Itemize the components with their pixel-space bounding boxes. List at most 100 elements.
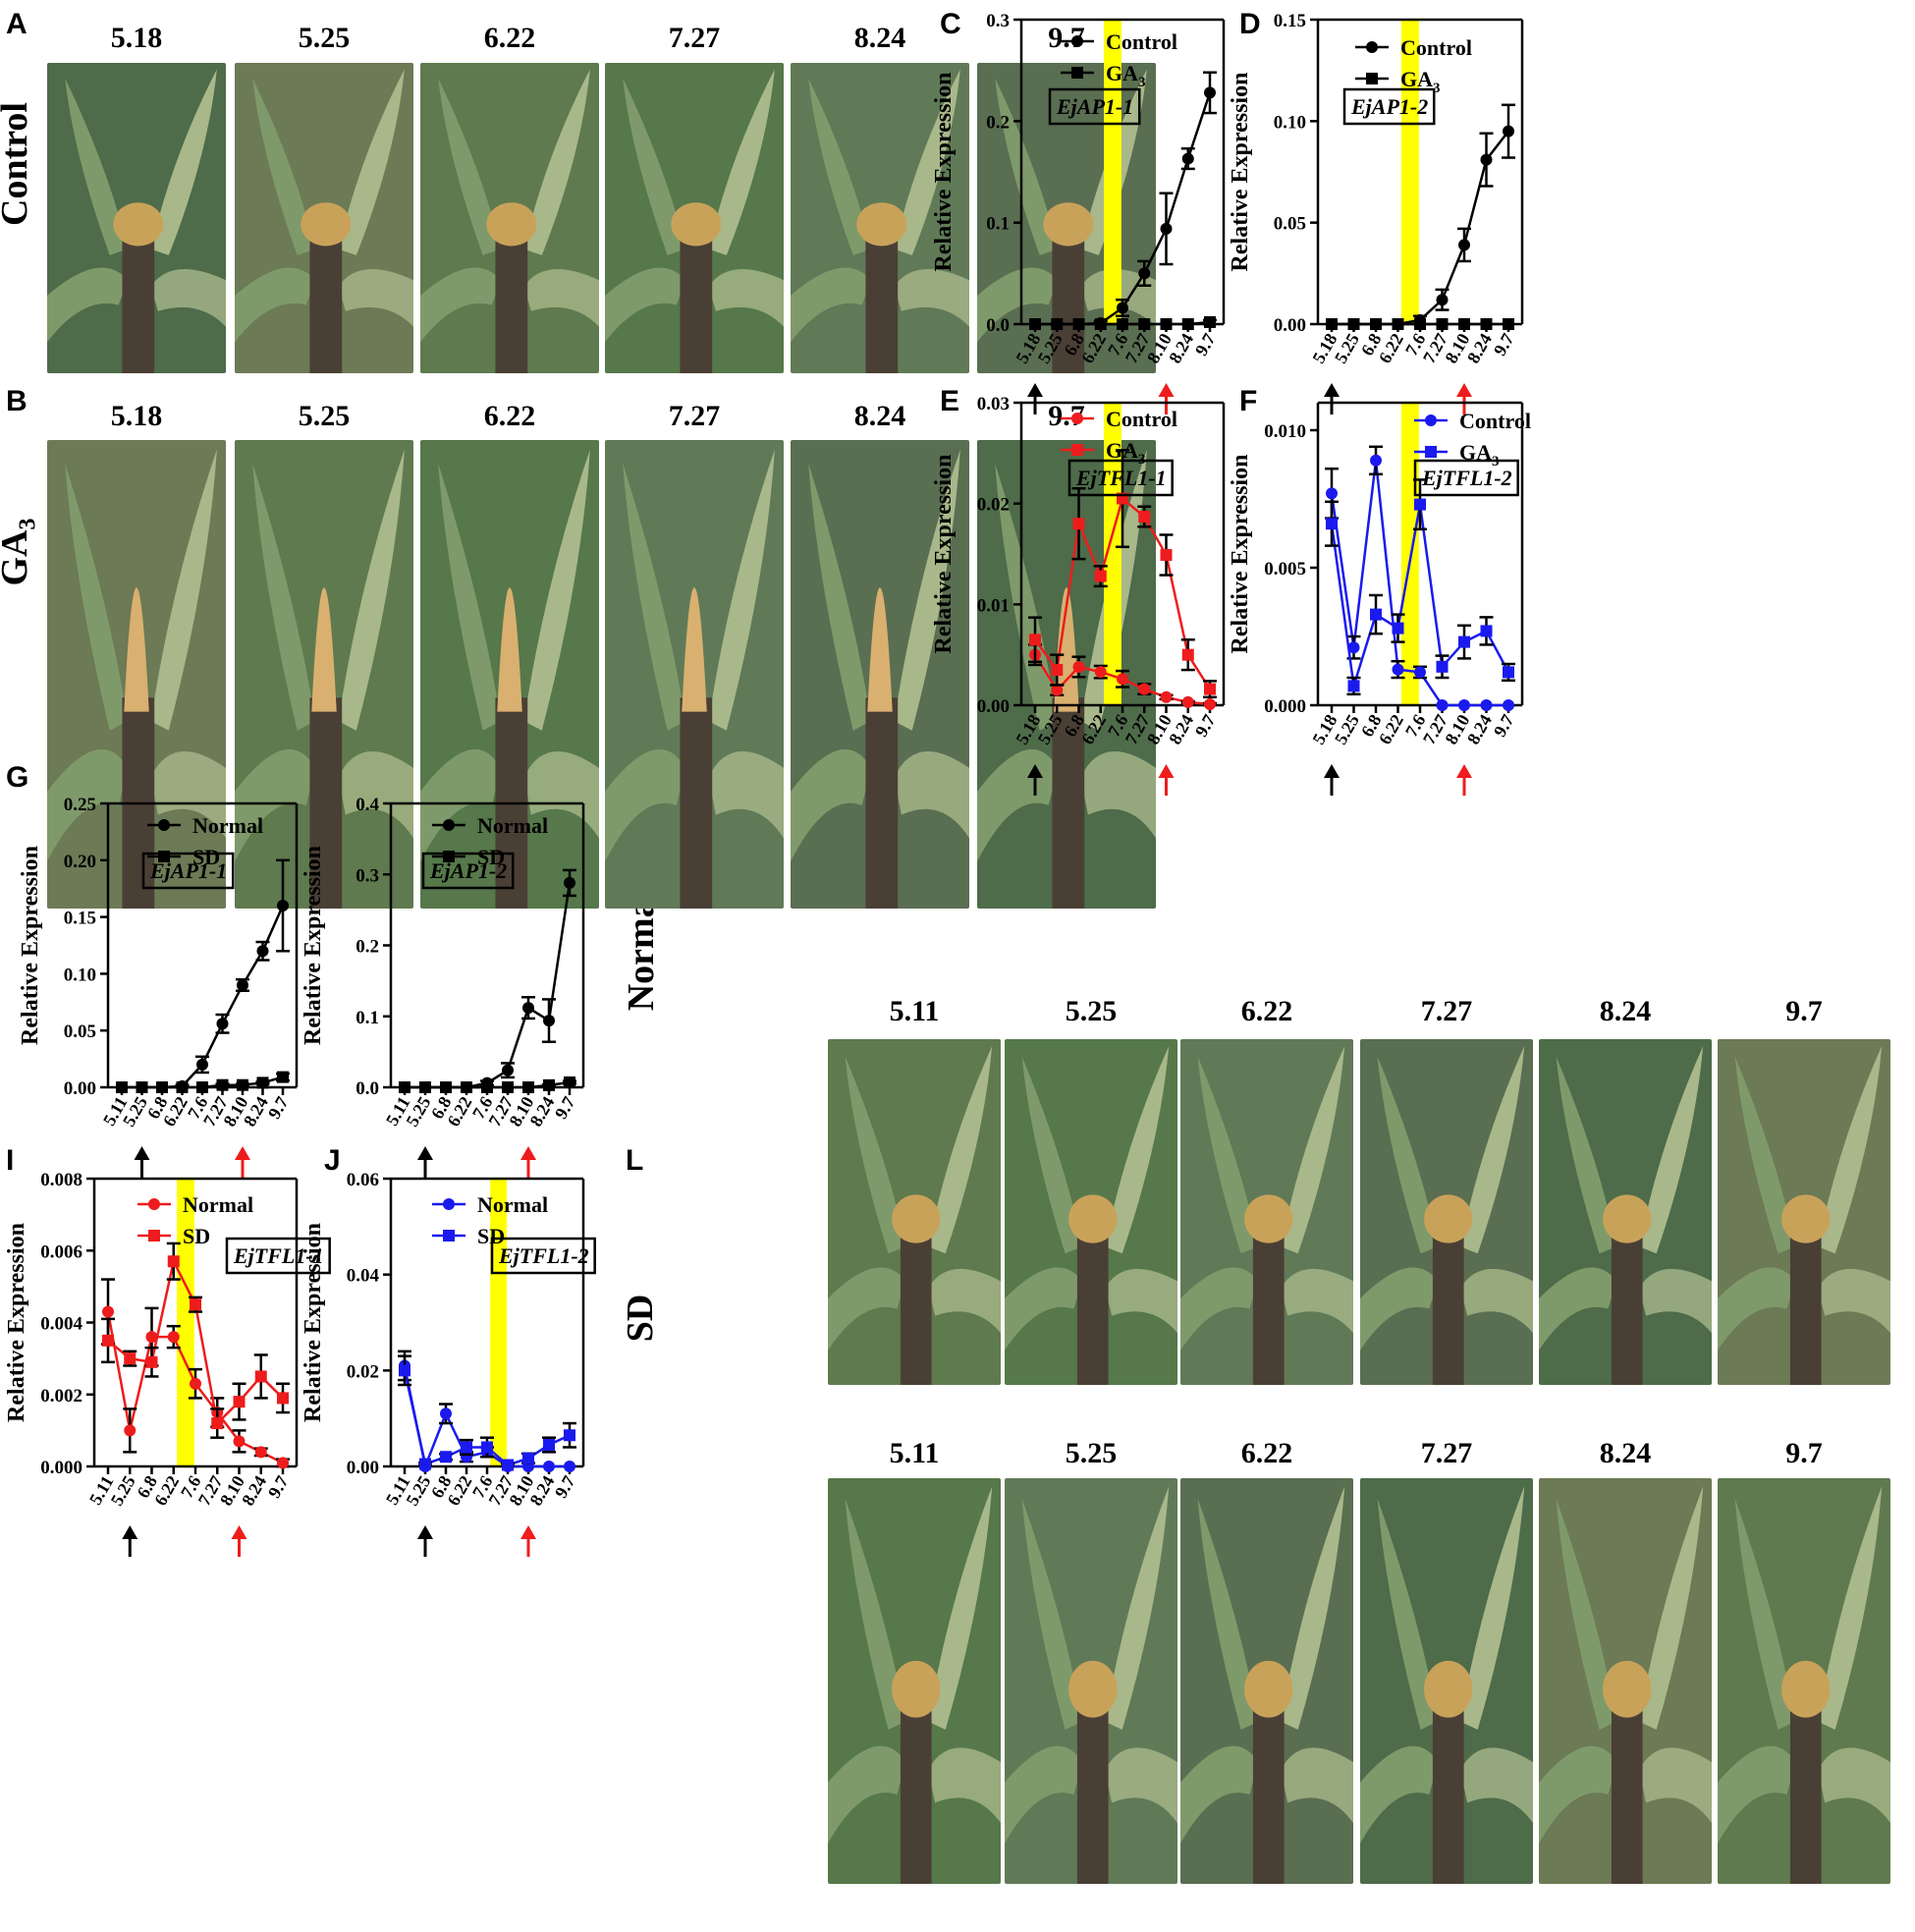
- y-tick-label: 0.00: [64, 1078, 96, 1099]
- data-point: [1458, 318, 1470, 330]
- arrow-red-head: [520, 1146, 536, 1160]
- plant-photo-l-6: [1718, 1478, 1890, 1884]
- plant-photo-a-3: [420, 63, 599, 373]
- legend-marker: [443, 1230, 455, 1242]
- data-point: [419, 1081, 431, 1093]
- x-tick-label: 9.7: [1490, 711, 1518, 740]
- gene-label: EjAP1-2: [1350, 94, 1428, 119]
- date-label-a-4: 7.27: [668, 22, 721, 54]
- date-label-a-1: 5.18: [110, 22, 163, 54]
- date-label-b-5: 8.24: [853, 400, 906, 432]
- data-point: [1370, 318, 1382, 330]
- date-label-l-2: 5.25: [1065, 1437, 1118, 1469]
- y-tick-label: 0.3: [356, 865, 379, 886]
- data-point: [1458, 699, 1470, 711]
- gene-label: EjTFL1-2: [498, 1243, 589, 1268]
- gene-box: [1048, 87, 1141, 126]
- data-point: [1072, 518, 1085, 530]
- data-point: [564, 876, 575, 889]
- data-point: [502, 1459, 514, 1471]
- gene-label: EjAP1-2: [429, 858, 507, 883]
- x-tick-label: 9.7: [551, 1093, 579, 1122]
- highlight-band: [1400, 20, 1419, 324]
- data-point: [1392, 663, 1404, 676]
- arrow-black-head: [1324, 764, 1340, 778]
- date-label-k-4: 7.27: [1420, 995, 1473, 1027]
- y-axis-label: Relative Expression: [931, 455, 957, 654]
- legend-label: Normal: [477, 813, 548, 838]
- data-point: [277, 1457, 289, 1469]
- y-axis-label: Relative Expression: [18, 846, 43, 1045]
- data-point: [522, 1081, 534, 1093]
- y-tick-label: 0.010: [1264, 421, 1306, 442]
- y-tick-label: 0.03: [977, 394, 1010, 414]
- plant-photo-k-3: [1180, 1039, 1353, 1385]
- y-tick-label: 0.10: [1274, 112, 1306, 133]
- y-tick-label: 0.0: [986, 315, 1010, 336]
- y-tick-label: 0.04: [347, 1266, 380, 1287]
- data-point: [1347, 641, 1360, 654]
- legend-label: SD: [192, 845, 220, 869]
- legend-label: Normal: [183, 1192, 253, 1217]
- y-tick-label: 0.1: [986, 214, 1010, 235]
- date-label-b-1: 5.18: [110, 400, 163, 432]
- legend-marker: [1366, 41, 1378, 53]
- data-point: [1029, 634, 1041, 646]
- data-point: [399, 1081, 410, 1093]
- y-axis-label: Relative Expression: [4, 1223, 29, 1422]
- data-point: [1347, 318, 1360, 330]
- data-point: [216, 1018, 229, 1030]
- data-point: [1181, 695, 1194, 708]
- y-tick-label: 0.01: [977, 595, 1010, 616]
- panel-label-f: F: [1239, 385, 1258, 417]
- data-point: [216, 1078, 229, 1091]
- plant-photo-l-2: [1005, 1478, 1177, 1884]
- arrow-red-head: [1456, 764, 1472, 778]
- gene-box: [1413, 459, 1519, 497]
- data-point: [564, 1429, 575, 1442]
- data-point: [1181, 648, 1194, 661]
- data-point: [1436, 699, 1449, 711]
- data-point: [116, 1081, 128, 1093]
- plant-photo-k-2: [1005, 1039, 1177, 1385]
- legend-marker: [1071, 67, 1083, 79]
- y-tick-label: 0.008: [40, 1170, 82, 1190]
- data-point: [1117, 673, 1128, 686]
- gene-box: [421, 852, 515, 890]
- arrow-black-head: [134, 1146, 150, 1160]
- data-point: [1029, 318, 1041, 330]
- data-point: [124, 1352, 137, 1365]
- y-tick-label: 0.06: [347, 1170, 379, 1190]
- plant-photo-l-1: [828, 1478, 1001, 1884]
- plant-photo-l-4: [1360, 1478, 1533, 1884]
- date-label-k-6: 9.7: [1785, 995, 1823, 1027]
- data-point: [1370, 608, 1382, 621]
- legend-label: Control: [1106, 407, 1177, 431]
- data-point: [1414, 318, 1426, 330]
- legend-label: SD: [477, 845, 505, 869]
- date-label-b-3: 6.22: [483, 400, 536, 432]
- data-point: [1094, 666, 1107, 679]
- y-tick-label: 0.10: [64, 965, 96, 985]
- data-point: [1051, 684, 1064, 696]
- arrow-black-head: [1027, 764, 1043, 778]
- series-line-0: [405, 882, 572, 1089]
- data-point: [1480, 153, 1493, 166]
- gene-box: [225, 1237, 331, 1275]
- y-tick-label: 0.02: [347, 1361, 379, 1382]
- data-point: [124, 1424, 137, 1437]
- data-point: [1204, 86, 1216, 99]
- data-point: [1436, 318, 1449, 330]
- data-point: [1204, 315, 1216, 328]
- x-tick-label: 9.7: [1191, 330, 1220, 359]
- plant-photo-a-5: [791, 63, 969, 373]
- x-tick-label: 9.7: [264, 1093, 293, 1122]
- data-point: [1138, 318, 1151, 330]
- data-point: [233, 1435, 246, 1448]
- data-point: [461, 1081, 472, 1093]
- y-tick-label: 0.20: [64, 852, 96, 872]
- y-tick-label: 0.002: [40, 1386, 82, 1407]
- data-point: [543, 1461, 555, 1472]
- data-point: [167, 1331, 180, 1344]
